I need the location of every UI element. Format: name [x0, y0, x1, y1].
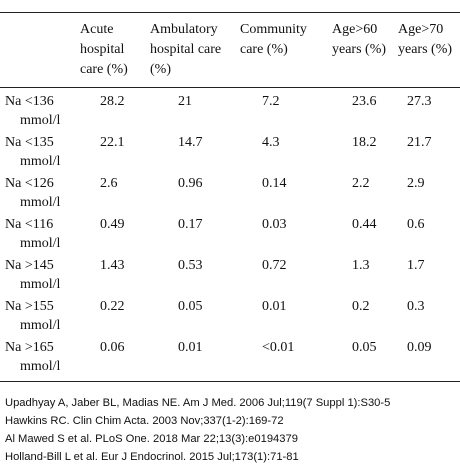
row-label: Na <126 mmol/l: [5, 176, 61, 210]
row-label: Na <136 mmol/l: [5, 94, 61, 128]
table-value: 1.43: [100, 258, 125, 273]
table-value: 0.49: [100, 217, 125, 232]
table-value: 18.2: [352, 135, 377, 150]
table-value: 7.2: [262, 94, 280, 109]
column-header: Age>70 years (%): [398, 22, 453, 57]
row-label: Na >165 mmol/l: [5, 340, 61, 374]
table-value: 27.3: [407, 94, 432, 109]
row-label: Na >145 mmol/l: [5, 258, 61, 292]
table-value: 0.44: [352, 217, 377, 232]
column-header: Community care (%): [240, 22, 307, 57]
column-header: Acute hospital care (%): [80, 22, 128, 77]
table-value: 21.7: [407, 135, 432, 150]
reference: Upadhyay A, Jaber BL, Madias NE. Am J Me…: [5, 397, 391, 409]
table-value: 0.01: [262, 299, 287, 314]
table-value: 0.05: [352, 340, 377, 355]
table-value: 0.03: [262, 217, 287, 232]
reference: Al Mawed S et al. PLoS One. 2018 Mar 22;…: [5, 433, 298, 445]
table-value: 0.09: [407, 340, 432, 355]
table-value: 21: [178, 94, 192, 109]
header-rule: [0, 87, 460, 88]
table-value: 0.72: [262, 258, 287, 273]
table-bottom-rule: [0, 381, 460, 382]
table-value: 1.3: [352, 258, 370, 273]
table-value: 0.17: [178, 217, 203, 232]
row-label: Na <135 mmol/l: [5, 135, 61, 169]
table-value: 22.1: [100, 135, 125, 150]
column-header: Age>60 years (%): [332, 22, 387, 57]
reference: Holland-Bill L et al. Eur J Endocrinol. …: [5, 451, 299, 463]
table-value: 0.05: [178, 299, 203, 314]
table-value: 0.3: [407, 299, 425, 314]
table-value: 14.7: [178, 135, 203, 150]
table-value: 0.96: [178, 176, 203, 191]
table-value: 2.2: [352, 176, 370, 191]
table-value: 0.22: [100, 299, 125, 314]
table-value: 0.53: [178, 258, 203, 273]
table-value: 0.06: [100, 340, 125, 355]
column-header: Ambulatory hospital care (%): [150, 22, 222, 77]
table-top-rule: [0, 12, 460, 13]
table-value: 0.2: [352, 299, 370, 314]
table-value: 0.01: [178, 340, 203, 355]
table-value: 4.3: [262, 135, 280, 150]
table-value: 1.7: [407, 258, 425, 273]
row-label: Na >155 mmol/l: [5, 299, 61, 333]
row-label: Na <116 mmol/l: [5, 217, 61, 251]
table-value: 23.6: [352, 94, 377, 109]
reference: Hawkins RC. Clin Chim Acta. 2003 Nov;337…: [5, 415, 284, 427]
table-value: <0.01: [262, 340, 295, 355]
table-value: 28.2: [100, 94, 125, 109]
table-value: 2.9: [407, 176, 425, 191]
table-value: 0.14: [262, 176, 287, 191]
table-value: 2.6: [100, 176, 118, 191]
table-value: 0.6: [407, 217, 425, 232]
